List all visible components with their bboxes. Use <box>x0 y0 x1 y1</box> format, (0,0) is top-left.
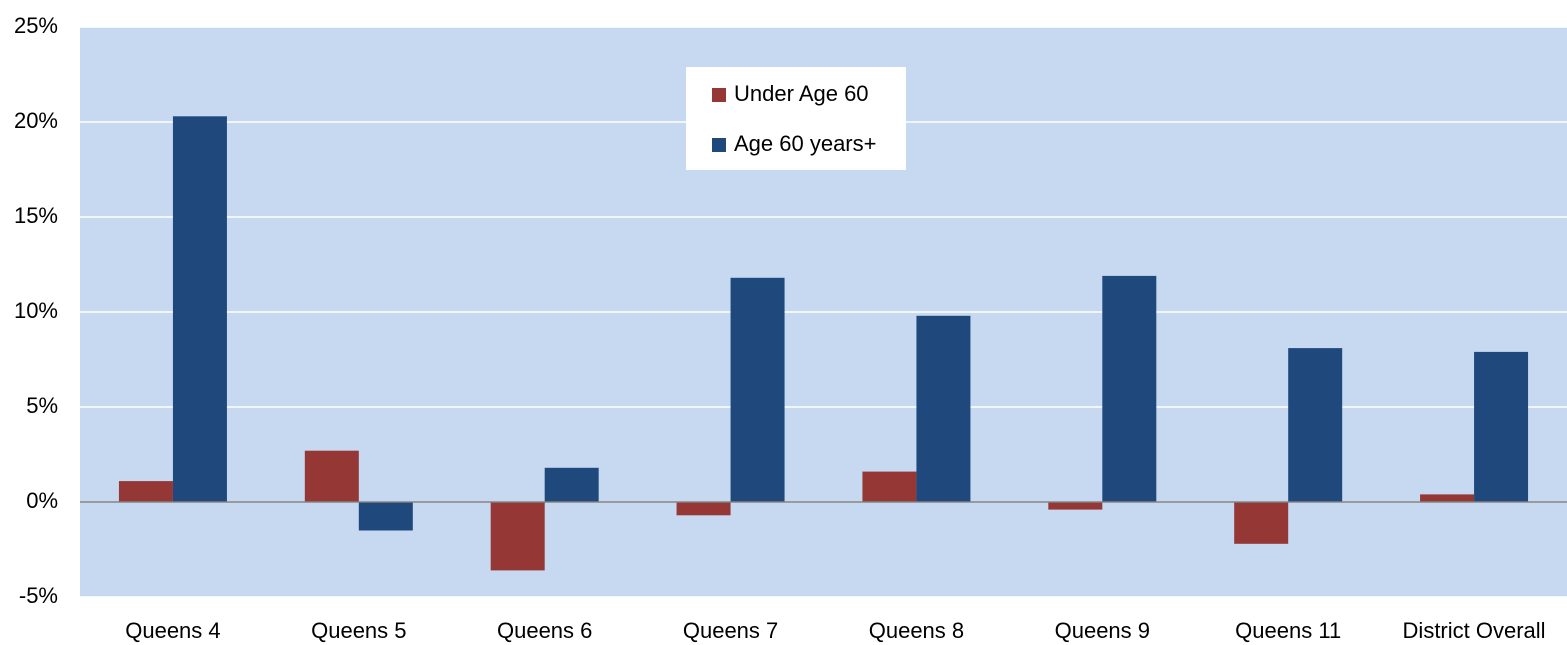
x-tick-label: Queens 5 <box>311 618 406 643</box>
bar <box>304 450 359 502</box>
y-tick-label: 10% <box>14 298 58 323</box>
y-tick-label: -5% <box>19 583 58 608</box>
x-tick-label: Queens 11 <box>1235 618 1341 643</box>
legend-swatch <box>712 138 726 152</box>
bar <box>1102 275 1157 502</box>
bar <box>862 471 917 502</box>
legend-box <box>686 67 906 170</box>
bar <box>916 315 971 502</box>
y-tick-label: 20% <box>14 108 58 133</box>
bar <box>1288 348 1343 502</box>
x-tick-label: District Overall <box>1403 618 1546 643</box>
x-tick-label: Queens 8 <box>869 618 964 643</box>
bar <box>1474 351 1529 502</box>
x-tick-label: Queens 6 <box>497 618 592 643</box>
x-tick-label: Queens 4 <box>125 618 220 643</box>
bar <box>1048 502 1103 510</box>
bar <box>1234 502 1289 544</box>
bar <box>1420 494 1475 502</box>
x-tick-label: Queens 7 <box>683 618 778 643</box>
x-tick-label: Queens 9 <box>1055 618 1150 643</box>
legend-label: Age 60 years+ <box>734 131 876 156</box>
bar <box>730 277 785 502</box>
bar <box>544 467 599 502</box>
bar <box>118 481 173 502</box>
y-tick-label: 5% <box>26 393 58 418</box>
bar <box>172 116 227 503</box>
y-tick-label: 25% <box>14 13 58 38</box>
y-tick-label: 0% <box>26 488 58 513</box>
legend-swatch <box>712 88 726 102</box>
bar <box>490 502 545 571</box>
bar <box>358 502 413 531</box>
bar <box>676 502 731 516</box>
y-tick-label: 15% <box>14 203 58 228</box>
legend-label: Under Age 60 <box>734 81 869 106</box>
